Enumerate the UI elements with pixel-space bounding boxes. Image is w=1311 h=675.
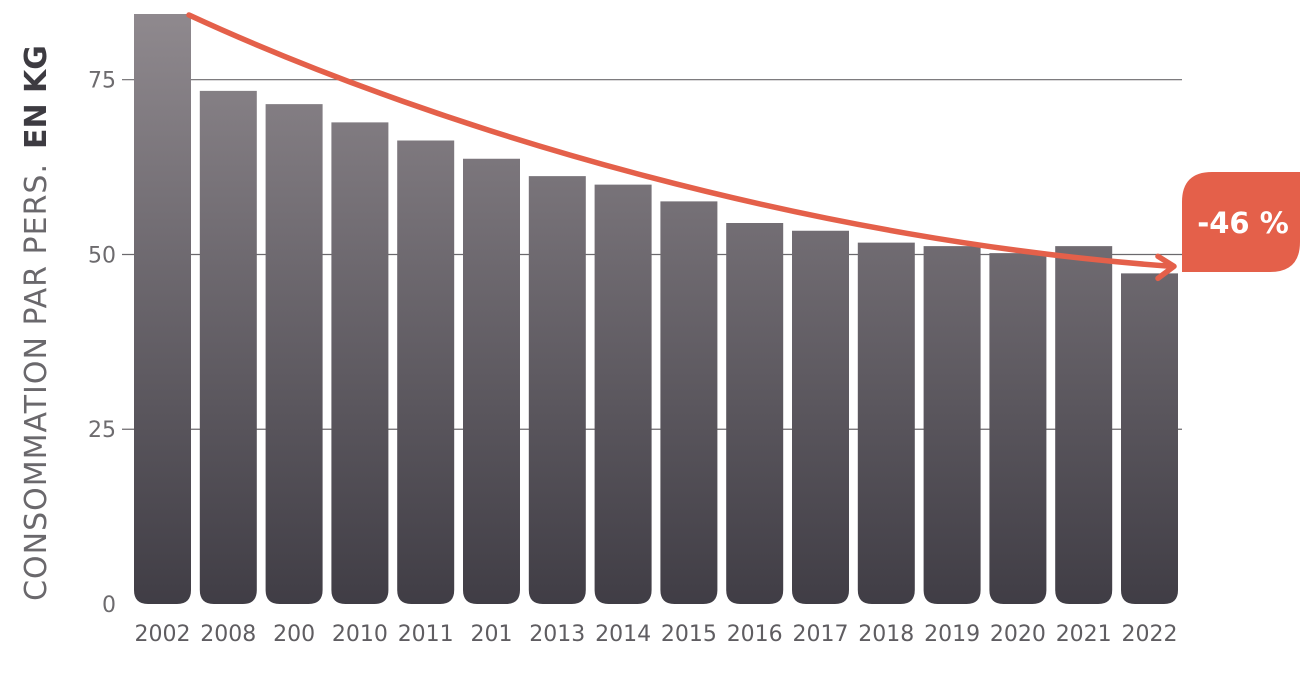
trend-badge-bg	[1182, 172, 1300, 272]
trend-badge-label: -46 %	[1197, 206, 1289, 240]
y-tick-label: 50	[88, 243, 116, 268]
bar-2016	[726, 223, 784, 604]
bar-2022	[1121, 273, 1178, 604]
bar-2020	[989, 253, 1047, 604]
x-tick-label: 2010	[332, 622, 388, 647]
bar-201	[463, 158, 520, 604]
x-tick-label: 2014	[595, 622, 651, 647]
trend-arrow	[186, 12, 1177, 282]
x-tick-label: 2002	[135, 622, 191, 647]
bar-2002	[134, 14, 191, 604]
bar-2015	[660, 201, 718, 604]
x-tick-label: 2011	[398, 622, 454, 647]
x-tick-label: 201	[471, 622, 513, 647]
y-tick-label: 25	[88, 418, 116, 443]
bar-2017	[792, 230, 849, 604]
x-tick-label: 2020	[990, 622, 1046, 647]
trend-arrowhead	[1155, 253, 1177, 282]
x-tick-label: 2008	[200, 622, 256, 647]
x-tick-label: 2022	[1122, 622, 1178, 647]
y-axis-label-bold: EN KG	[19, 45, 54, 149]
x-tick-label: 2018	[858, 622, 914, 647]
x-tick-label: 2013	[529, 622, 585, 647]
bar-2011	[397, 140, 455, 604]
y-axis-ticks: 0 25 50 75	[88, 69, 116, 618]
bar-2018	[857, 242, 915, 605]
x-tick-label: 2015	[661, 622, 717, 647]
bar-2013	[528, 176, 586, 604]
y-axis-label: CONSOMMATION PAR PERS. EN KG	[19, 45, 54, 601]
x-tick-label: 200	[273, 622, 315, 647]
x-tick-label: 2017	[793, 622, 849, 647]
x-tick-label: 2016	[727, 622, 783, 647]
x-tick-label: 2021	[1056, 622, 1112, 647]
trend-badge: -46 %	[1182, 172, 1300, 272]
bar-2008	[199, 90, 257, 604]
y-tick-label: 75	[88, 69, 116, 94]
y-axis-label-normal: CONSOMMATION PAR PERS.	[19, 163, 54, 601]
x-tick-label: 2019	[924, 622, 980, 647]
bar-2021	[1055, 246, 1113, 604]
y-tick-label: 0	[102, 593, 116, 618]
bar-2019	[923, 246, 981, 604]
trend-line	[186, 12, 1175, 270]
x-axis-labels: 2002 2008 200 2010 2011 201 2013 2014 2015 2016 20…	[135, 622, 1178, 647]
bar-200	[265, 104, 323, 604]
bar-2010	[331, 122, 389, 604]
bars	[134, 14, 1178, 605]
bar-2014	[594, 184, 652, 604]
